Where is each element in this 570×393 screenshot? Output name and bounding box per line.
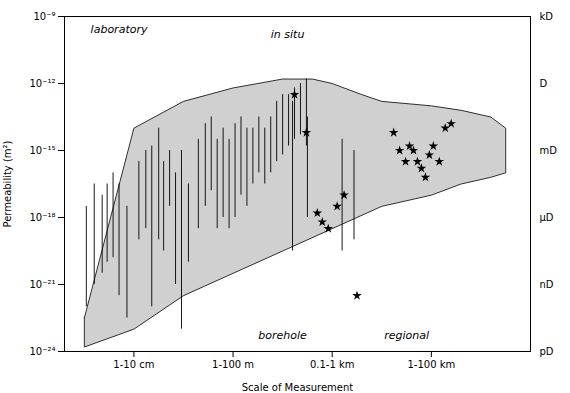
svg-text:mD: mD [540, 145, 558, 156]
svg-text:Scale of Measurement: Scale of Measurement [242, 382, 354, 393]
svg-text:0.1-1 km: 0.1-1 km [310, 359, 355, 370]
svg-text:10⁻²¹: 10⁻²¹ [29, 279, 55, 290]
svg-text:μD: μD [540, 212, 554, 223]
svg-text:kD: kD [540, 11, 554, 22]
svg-text:1-100 m: 1-100 m [212, 359, 254, 370]
svg-text:in situ: in situ [271, 28, 305, 41]
svg-text:borehole: borehole [258, 329, 307, 342]
svg-text:10⁻¹⁸: 10⁻¹⁸ [29, 212, 55, 223]
svg-text:D: D [540, 78, 548, 89]
svg-text:nD: nD [540, 279, 554, 290]
svg-text:Permeability (m²): Permeability (m²) [2, 140, 13, 227]
svg-text:1-10 cm: 1-10 cm [113, 359, 154, 370]
svg-text:pD: pD [540, 346, 554, 357]
svg-text:10⁻²⁴: 10⁻²⁴ [29, 346, 55, 357]
svg-text:10⁻⁹: 10⁻⁹ [33, 11, 55, 22]
svg-text:10⁻¹²: 10⁻¹² [29, 78, 55, 89]
svg-text:1-100 km: 1-100 km [407, 359, 455, 370]
svg-text:regional: regional [384, 329, 429, 342]
svg-text:laboratory: laboratory [91, 23, 148, 36]
svg-text:10⁻¹⁵: 10⁻¹⁵ [29, 145, 55, 156]
